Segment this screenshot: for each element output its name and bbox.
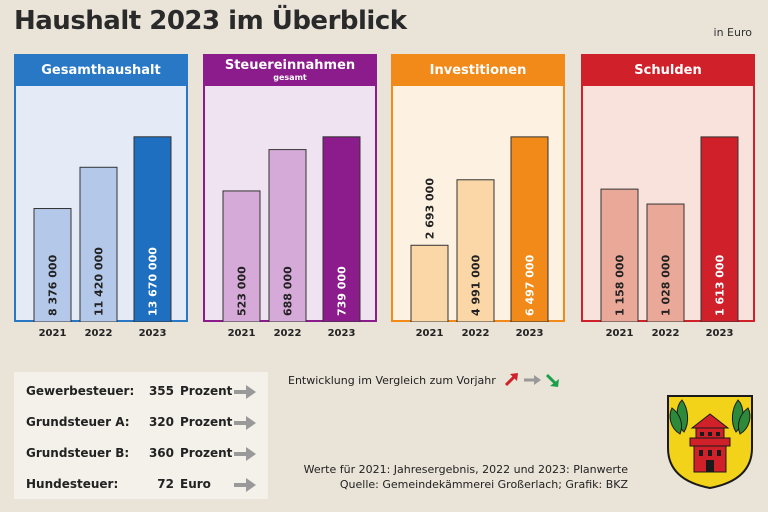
arrow-right-icon — [234, 447, 256, 461]
bar-2021 — [600, 188, 639, 322]
bar-2021 — [33, 208, 72, 322]
bar-value-label: 1 028 000 — [660, 254, 673, 316]
year-label: 2022 — [461, 328, 490, 339]
year-label: 2022 — [84, 328, 113, 339]
year-axis: 2021 2022 2023 — [391, 328, 565, 342]
bar-2022 — [79, 166, 118, 322]
tax-unit: Prozent — [180, 415, 233, 429]
year-axis: 2021 2022 2023 — [581, 328, 755, 342]
bar-plot: 2 693 000 4 991 000 6 497 000 — [410, 136, 549, 322]
trend-legend: Entwicklung im Vergleich zum Vorjahr — [288, 372, 566, 388]
legend-text: Entwicklung im Vergleich zum Vorjahr — [288, 373, 496, 387]
panel-title-text: Gesamthaushalt — [41, 62, 161, 78]
tax-unit: Prozent — [180, 446, 233, 460]
panel-title-text: Investitionen — [429, 62, 527, 78]
page-title: Haushalt 2023 im Überblick — [14, 6, 407, 36]
chart-panel-gesamthaushalt: Gesamthaushalt 8 376 000 11 420 000 13 670 … — [14, 54, 188, 322]
bar-2022 — [646, 203, 685, 322]
year-label: 2022 — [273, 328, 302, 339]
year-label: 2022 — [651, 328, 680, 339]
tax-value: 355 — [148, 384, 174, 398]
bar-value-label: 1 158 000 — [614, 254, 627, 316]
tax-row: Grundsteuer B: 360 Prozent — [26, 444, 266, 464]
bar-plot: 8 376 000 11 420 000 13 670 000 — [33, 136, 172, 322]
tax-name: Grundsteuer A: — [26, 415, 130, 429]
tax-row: Grundsteuer A: 320 Prozent — [26, 413, 266, 433]
bar-value-label: 4 991 000 — [470, 254, 483, 316]
bar-value-label: 688 000 — [282, 266, 295, 316]
bar-value-label: 2 693 000 — [424, 178, 437, 240]
tax-value: 72 — [157, 477, 174, 491]
panel-subtitle: gesamt — [273, 72, 307, 82]
panel-title-text: Steuereinnahmen — [224, 58, 356, 74]
panel-title-text: Schulden — [634, 62, 702, 78]
source-line-2: Quelle: Gemeindekämmerei Großerlach; Gra… — [339, 478, 628, 491]
chart-panel-investitionen: Investitionen 2 693 000 4 991 000 6 497 000 — [391, 54, 565, 322]
trend-arrows-icon — [504, 373, 559, 387]
bar-2023 — [510, 136, 549, 322]
bar-value-label: 739 000 — [336, 266, 349, 316]
year-label: 2021 — [227, 328, 256, 339]
source-note: Werte für 2021: Jahresergebnis, 2022 und… — [304, 462, 628, 492]
arrow-up-icon — [504, 373, 518, 387]
tax-value: 320 — [148, 415, 174, 429]
bar-plot: 1 158 000 1 028 000 1 613 000 — [600, 136, 739, 322]
arrow-down-icon — [545, 373, 559, 387]
tax-rates-box: Gewerbesteuer: 355 Prozent Grundsteuer A: 32… — [14, 372, 268, 499]
chart-panel-schulden: Schulden 1 158 000 1 028 000 1 613 000 — [581, 54, 755, 322]
tax-row: Hundesteuer: 72 Euro — [26, 475, 266, 495]
year-axis: 2021 2022 2023 — [14, 328, 188, 342]
bar-value-label: 13 670 000 — [147, 247, 160, 316]
bar-2021 — [222, 190, 261, 322]
tax-unit: Prozent — [180, 384, 233, 398]
bar-value-label: 523 000 — [236, 266, 249, 316]
tax-name: Hundesteuer: — [26, 477, 119, 491]
arrow-flat-icon — [523, 375, 541, 385]
bar-2022 — [268, 149, 307, 322]
year-label: 2023 — [327, 328, 356, 339]
municipal-crest-icon — [667, 395, 753, 490]
arrow-right-icon — [234, 416, 256, 430]
bar-2021 — [410, 244, 449, 322]
bar-plot: 523 000 688 000 739 000 — [222, 136, 361, 322]
arrow-right-icon — [234, 385, 256, 399]
tax-value: 360 — [148, 446, 174, 460]
bar-2023 — [133, 136, 172, 322]
year-label: 2023 — [515, 328, 544, 339]
panel-title: Investitionen — [393, 56, 563, 86]
year-axis: 2021 2022 2023 — [203, 328, 377, 342]
tax-name: Gewerbesteuer: — [26, 384, 135, 398]
bar-value-label: 8 376 000 — [47, 254, 60, 316]
panel-title: Schulden — [583, 56, 753, 86]
bar-2023 — [700, 136, 739, 322]
tax-name: Grundsteuer B: — [26, 446, 130, 460]
source-line-1: Werte für 2021: Jahresergebnis, 2022 und… — [303, 463, 628, 476]
tax-unit: Euro — [180, 477, 211, 491]
year-label: 2023 — [705, 328, 734, 339]
bar-value-label: 11 420 000 — [93, 247, 106, 316]
unit-note: in Euro — [713, 26, 752, 39]
bar-2022 — [456, 179, 495, 322]
bar-value-label: 1 613 000 — [714, 254, 727, 316]
bar-value-label: 6 497 000 — [524, 254, 537, 316]
bar-2023 — [322, 136, 361, 322]
panel-title: Steuereinnahmen gesamt — [205, 56, 375, 86]
year-label: 2021 — [38, 328, 67, 339]
year-label: 2023 — [138, 328, 167, 339]
year-label: 2021 — [605, 328, 634, 339]
chart-panel-steuereinnahmen: Steuereinnahmen gesamt 523 000 688 000 739 0… — [203, 54, 377, 322]
tax-row: Gewerbesteuer: 355 Prozent — [26, 382, 266, 402]
panel-title: Gesamthaushalt — [16, 56, 186, 86]
year-label: 2021 — [415, 328, 444, 339]
arrow-right-icon — [234, 478, 256, 492]
